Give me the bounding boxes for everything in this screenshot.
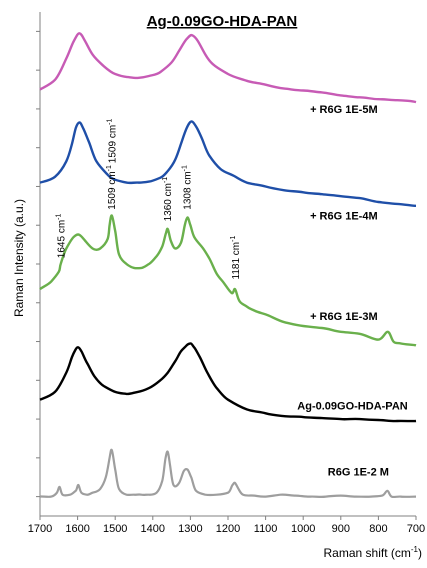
peak-annotation-sup: -1 bbox=[107, 119, 114, 125]
peak-annotation-text: 1308 cm bbox=[182, 171, 193, 209]
x-axis-label-main: Raman shift (cm bbox=[324, 546, 411, 560]
peak-annotation: 1645 cm-1 bbox=[55, 214, 67, 259]
peak-annotation-sup: -1 bbox=[106, 165, 113, 171]
x-tick-label: 1100 bbox=[254, 523, 278, 535]
x-tick-label: 1400 bbox=[141, 523, 165, 535]
x-axis-ticks: 1700 1600 1500 1400 1300 1200 1100 1000 900 800 70… bbox=[28, 516, 425, 535]
x-tick-label: 1700 bbox=[28, 523, 52, 535]
peak-annotation-text: 1360 cm bbox=[163, 183, 174, 221]
series-label: Ag-0.09GO-HDA-PAN bbox=[297, 400, 407, 412]
peak-annotation-text: 1181 cm bbox=[231, 242, 242, 280]
series-label: + R6G 1E-4M bbox=[310, 210, 378, 222]
peak-annotation-text: 1509 cm bbox=[107, 171, 118, 209]
peak-annotation-text: 1645 cm bbox=[56, 220, 67, 258]
x-tick-label: 1000 bbox=[291, 523, 315, 535]
peak-annotation: 1308 cm-1 bbox=[181, 165, 193, 210]
peak-annotation: 1509 cm-1 bbox=[107, 119, 119, 164]
x-axis-label-sup: -1 bbox=[411, 545, 419, 554]
peak-annotation: 1360 cm-1 bbox=[162, 177, 174, 222]
series-line-4 bbox=[39, 342, 417, 423]
x-tick-label: 800 bbox=[369, 523, 387, 535]
x-tick-label: 700 bbox=[407, 523, 425, 535]
peak-annotation-sup: -1 bbox=[230, 236, 237, 242]
series-label: + R6G 1E-5M bbox=[310, 104, 378, 116]
x-tick-label: 1300 bbox=[178, 523, 202, 535]
peak-annotation-sup: -1 bbox=[55, 214, 62, 220]
series-line-5 bbox=[39, 448, 417, 499]
y-axis-ticks bbox=[36, 30, 40, 498]
peak-annotation-sup: -1 bbox=[162, 177, 169, 183]
series-label: R6G 1E-2 M bbox=[328, 466, 389, 478]
x-tick-label: 1500 bbox=[103, 523, 127, 535]
peak-annotation: 1181 cm-1 bbox=[230, 236, 242, 280]
series-line-3 bbox=[39, 214, 417, 347]
peak-annotation-text: 1509 cm bbox=[108, 125, 119, 163]
spectra-series bbox=[39, 32, 417, 499]
x-axis-label-close: ) bbox=[418, 546, 422, 560]
series-line-2 bbox=[39, 120, 417, 207]
peak-annotation-sup: -1 bbox=[181, 165, 188, 171]
x-tick-label: 900 bbox=[332, 523, 350, 535]
series-labels: + R6G 1E-5M + R6G 1E-4M + R6G 1E-3M Ag-0.09… bbox=[297, 104, 407, 478]
chart-title: Ag-0.09GO-HDA-PAN bbox=[147, 13, 298, 30]
peak-annotation: 1509 cm-1 bbox=[106, 165, 118, 210]
series-label: + R6G 1E-3M bbox=[310, 311, 378, 323]
y-axis-label: Raman Intensity (a.u.) bbox=[12, 199, 26, 317]
x-axis-label: Raman shift (cm-1) bbox=[324, 545, 422, 560]
series-line-1 bbox=[39, 32, 417, 104]
x-tick-label: 1200 bbox=[216, 523, 240, 535]
x-tick-label: 1600 bbox=[65, 523, 89, 535]
